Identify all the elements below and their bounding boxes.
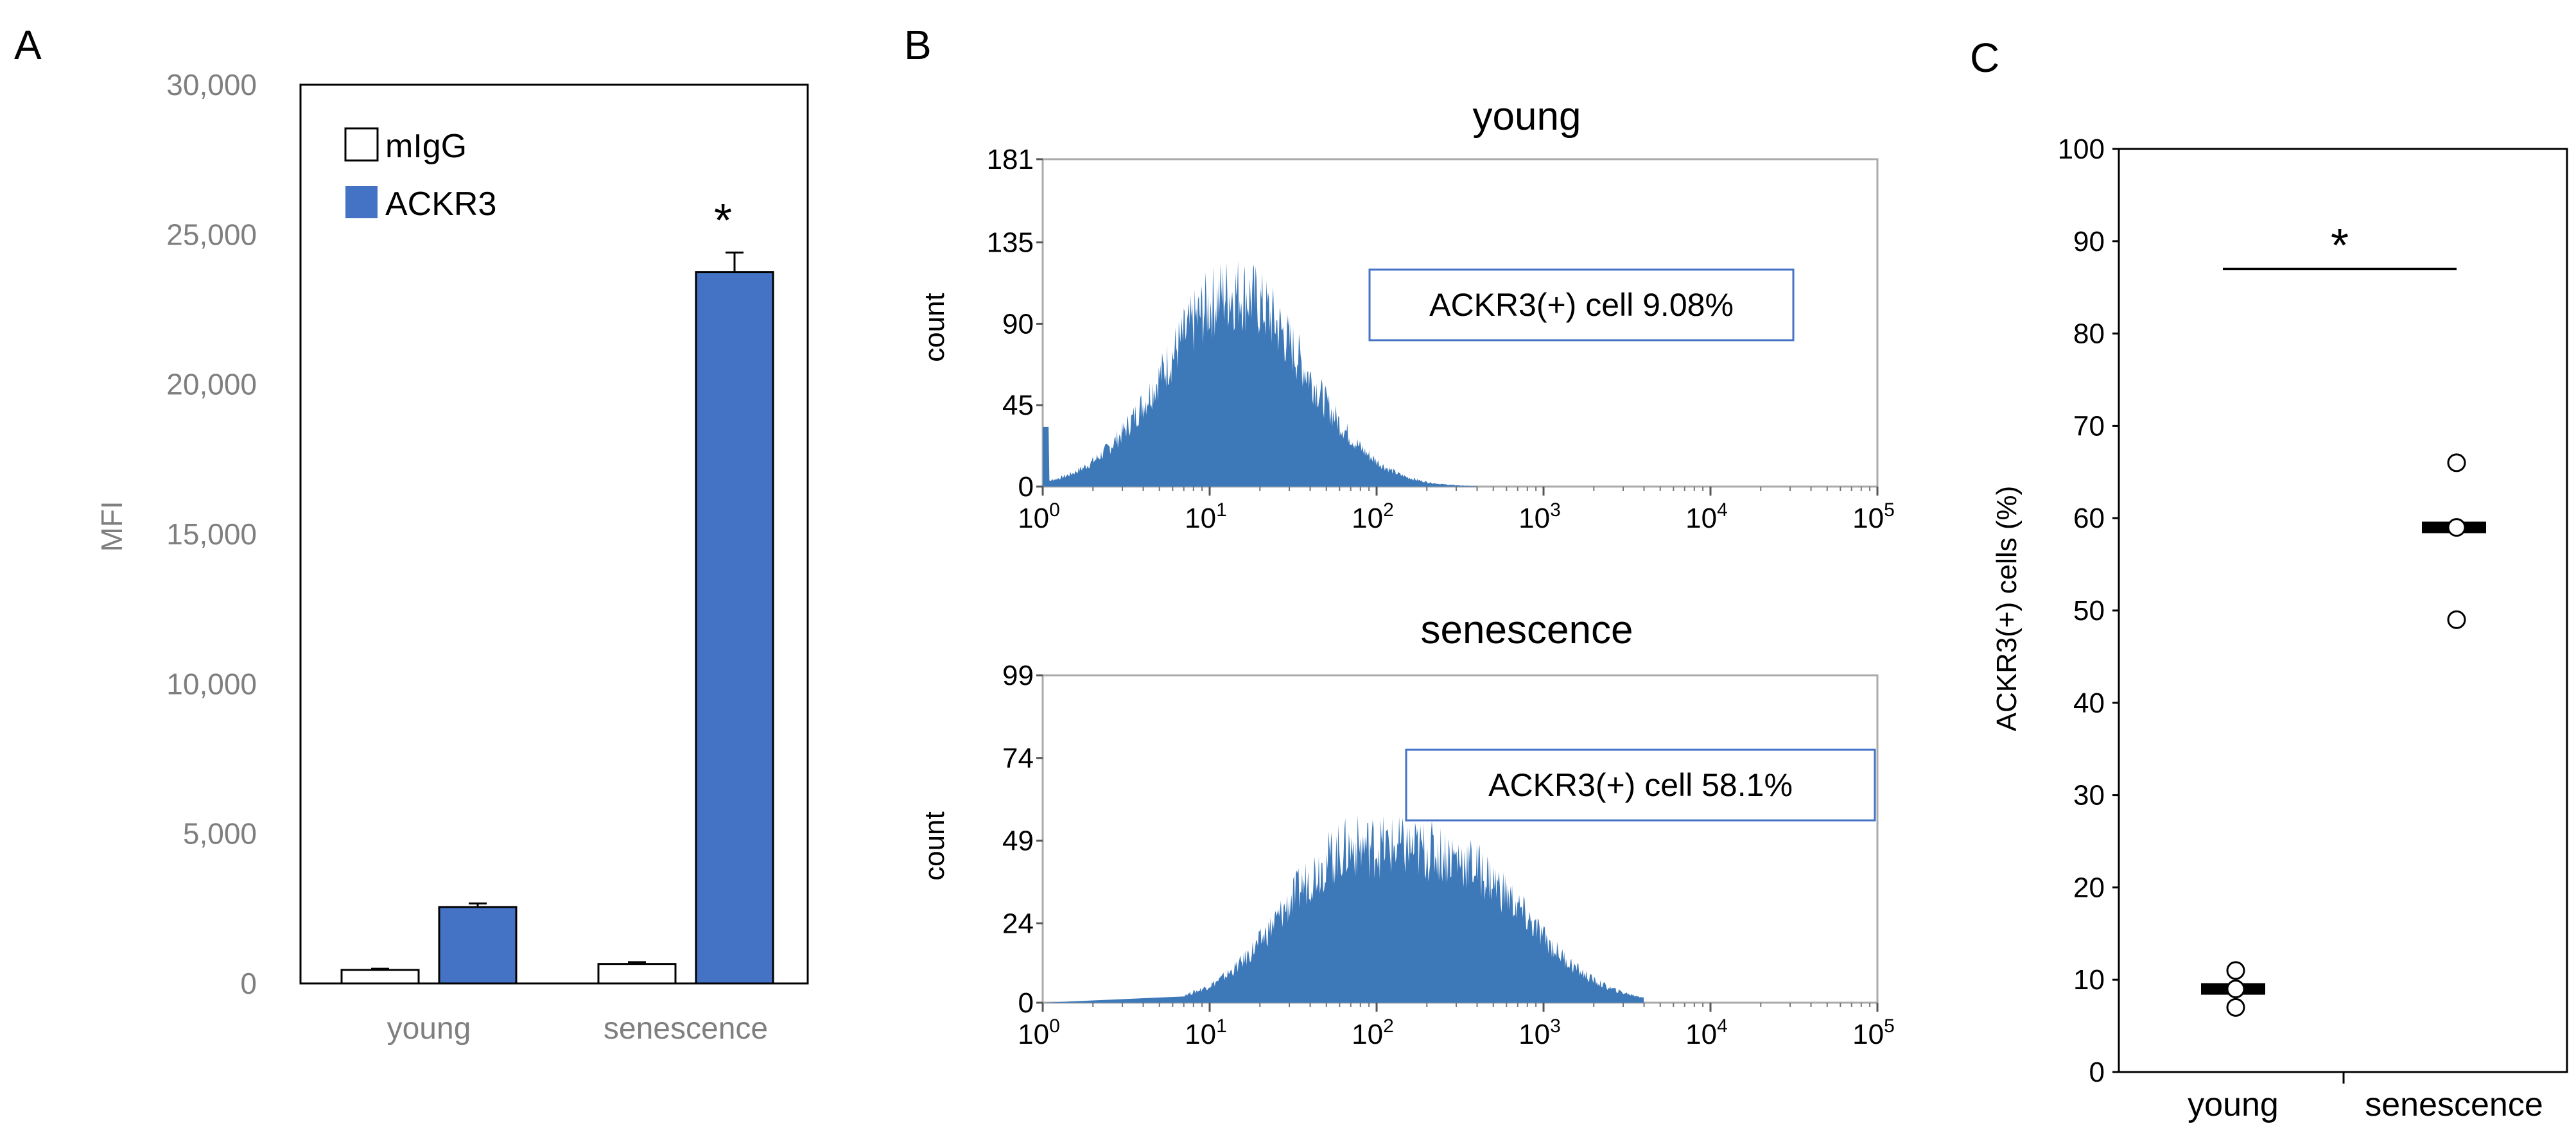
significance-star-a: * xyxy=(714,195,732,246)
x-tick-label: 104 xyxy=(1685,1016,1728,1050)
dot-plot-marks-c xyxy=(2201,453,2486,1017)
legend-a: mIgG ACKR3 xyxy=(344,127,496,223)
y-tick-labels-a: 0 5,000 10,000 15,000 20,000 25,000 30,000 xyxy=(166,68,257,1000)
panel-a: A MFI 0 5,000 10,000 15,000 20,000 25,000 30,0… xyxy=(14,22,809,1046)
x-tick-labels-c: young senescence xyxy=(2188,1072,2543,1123)
y-tick-labels-young: 0 45 90 135 181 xyxy=(987,144,1043,503)
data-point-young xyxy=(2226,998,2245,1017)
x-tick-label: 105 xyxy=(1852,1016,1895,1050)
data-point-senescence xyxy=(2447,518,2466,537)
x-tick-label: 100 xyxy=(1018,499,1060,534)
y-tick-label: 45 xyxy=(1002,390,1034,421)
legend-label-migg: mIgG xyxy=(385,128,467,165)
plot-frame-c xyxy=(2118,148,2568,1073)
bar-migg-young xyxy=(340,969,420,985)
gate-label-senescence: ACKR3(+) cell 58.1% xyxy=(1488,767,1793,803)
bar-ackr3-young xyxy=(438,906,518,985)
y-tick-label: 181 xyxy=(987,144,1034,175)
histogram-title-young: young xyxy=(1473,94,1581,139)
panel-label-b: B xyxy=(904,22,932,68)
y-tick-label: 80 xyxy=(2073,318,2105,350)
y-tick-label: 30,000 xyxy=(166,68,257,101)
x-tick-labels-a: young senescence xyxy=(387,1012,768,1046)
legend-label-ackr3: ACKR3 xyxy=(385,186,496,223)
y-tick-label: 20,000 xyxy=(166,368,257,401)
data-point-young xyxy=(2226,980,2245,999)
y-tick-label: 5,000 xyxy=(183,817,257,851)
x-tick-label: 102 xyxy=(1352,499,1394,534)
x-tick-label: 103 xyxy=(1519,499,1561,534)
y-tick-labels-c: 0 10 20 30 40 50 60 70 80 90 100 xyxy=(2058,134,2119,1088)
y-tick-label: 74 xyxy=(1002,743,1034,774)
y-tick-label: 20 xyxy=(2073,872,2105,903)
y-tick-label: 0 xyxy=(1018,471,1034,503)
data-point-senescence xyxy=(2447,610,2466,629)
y-tick-label: 30 xyxy=(2073,780,2105,811)
y-tick-label: 70 xyxy=(2073,410,2105,442)
y-tick-label: 0 xyxy=(1018,987,1034,1019)
bar-migg-senescence xyxy=(597,963,677,985)
y-tick-label: 60 xyxy=(2073,503,2105,534)
y-axis-label-c: ACKR3(+) cells (%) xyxy=(1991,486,2023,732)
x-tick-label: 103 xyxy=(1519,1016,1561,1050)
panel-label-a: A xyxy=(14,22,42,68)
y-tick-label: 90 xyxy=(2073,226,2105,257)
histogram-area-senescence xyxy=(1043,815,1644,1003)
data-point-senescence xyxy=(2447,453,2466,472)
y-tick-label: 40 xyxy=(2073,688,2105,719)
legend-swatch-migg xyxy=(344,127,379,162)
y-tick-label: 50 xyxy=(2073,595,2105,627)
y-tick-label: 24 xyxy=(1002,908,1034,939)
x-tick-label: senescence xyxy=(604,1012,768,1046)
significance-star-c: * xyxy=(2331,220,2349,272)
y-tick-label: 0 xyxy=(240,967,257,1000)
data-point-young xyxy=(2226,961,2245,980)
y-tick-label: 10 xyxy=(2073,964,2105,996)
x-tick-labels-young: 100 101 102 103 104 105 xyxy=(1018,487,1895,534)
y-tick-label: 100 xyxy=(2058,134,2105,165)
x-tick-label: 100 xyxy=(1018,1016,1060,1050)
legend-swatch-ackr3 xyxy=(345,186,378,218)
x-tick-label: 101 xyxy=(1185,1016,1227,1050)
y-tick-label: 15,000 xyxy=(166,517,257,551)
y-tick-labels-senescence: 0 24 49 74 99 xyxy=(1002,660,1043,1019)
x-tick-label: young xyxy=(2188,1086,2279,1123)
x-tick-label: 101 xyxy=(1185,499,1227,534)
x-tick-label: 102 xyxy=(1352,1016,1394,1050)
x-tick-label: senescence xyxy=(2365,1086,2543,1123)
y-tick-label: 10,000 xyxy=(166,667,257,700)
plot-frame-a xyxy=(299,83,809,985)
y-tick-label: 135 xyxy=(987,227,1034,259)
y-axis-label-young: count xyxy=(919,293,950,362)
x-tick-label: young xyxy=(387,1012,471,1046)
bar-ackr3-senescence xyxy=(695,271,774,985)
histogram-title-senescence: senescence xyxy=(1421,608,1633,652)
y-tick-label: 25,000 xyxy=(166,218,257,251)
x-tick-label: 104 xyxy=(1685,499,1728,534)
panel-c: C ACKR3(+) cells (%) 0 10 20 30 40 50 60 70 80 90… xyxy=(1970,35,2568,1123)
y-tick-label: 90 xyxy=(1002,308,1034,340)
x-tick-labels-senescence: 100 101 102 103 104 105 xyxy=(1018,1003,1895,1050)
y-axis-label-senescence: count xyxy=(919,811,950,881)
y-axis-label-a: MFI xyxy=(95,501,128,551)
x-tick-label: 105 xyxy=(1852,499,1895,534)
y-tick-label: 0 xyxy=(2089,1057,2105,1088)
gate-box-senescence xyxy=(1405,748,1876,822)
gate-label-young: ACKR3(+) cell 9.08% xyxy=(1429,287,1734,323)
panel-label-c: C xyxy=(1970,35,1999,81)
histogram-area-young xyxy=(1043,260,1477,487)
y-tick-label: 49 xyxy=(1002,826,1034,857)
bars-a xyxy=(340,251,774,985)
y-tick-label: 99 xyxy=(1002,660,1034,691)
gate-box-young xyxy=(1368,268,1795,342)
